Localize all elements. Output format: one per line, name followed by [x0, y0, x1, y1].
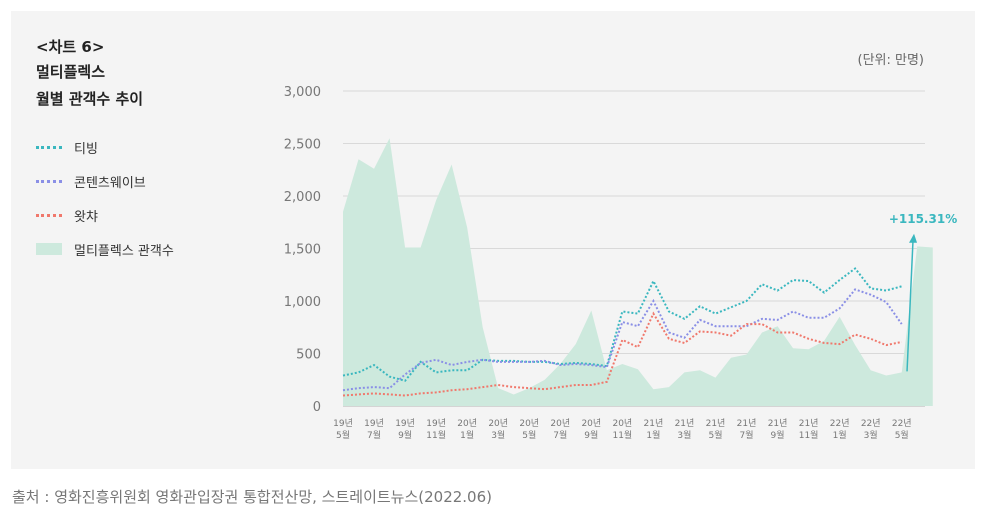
ytick-label-2500: 2,500 [284, 138, 321, 153]
legend-swatch-tving [36, 145, 62, 149]
annotation-label: +115.31% [889, 212, 957, 226]
chart-title-line-1: 멀티플렉스 [36, 63, 106, 81]
legend-label-multiplex: 멀티플렉스 관객수 [74, 243, 174, 259]
xtick-label-17: 22년 3월 [861, 418, 881, 441]
xtick-label-13: 21년 7월 [737, 418, 757, 441]
legend-item-multiplex: 멀티플렉스 관객수 [36, 239, 174, 259]
ytick-label-1500: 1,500 [284, 243, 321, 258]
xtick-label-8: 20년 9월 [581, 418, 601, 441]
legend-item-watcha: 왓챠 [36, 205, 98, 225]
xtick-label-15: 21년 11월 [799, 418, 819, 441]
legend-label-tving: 티빙 [74, 141, 98, 157]
xtick-label-10: 21년 1월 [644, 418, 664, 441]
legend-label-watcha: 왓챠 [74, 209, 98, 225]
xtick-label-0: 19년 5월 [333, 418, 353, 441]
ytick-label-500: 500 [296, 348, 321, 363]
legend-swatch-watcha [36, 213, 62, 217]
line-watcha [342, 311, 902, 397]
xtick-label-7: 20년 7월 [550, 418, 570, 441]
ytick-label-3000: 3,000 [284, 85, 321, 100]
legend-label-wavve: 콘텐츠웨이브 [74, 175, 146, 191]
xtick-label-2: 19년 9월 [395, 418, 415, 441]
source-note: 출처 : 영화진흥위원회 영화관입장권 통합전산망, 스트레이트뉴스(2022.… [12, 488, 492, 506]
annotation-arrow-head [909, 233, 918, 243]
legend-swatch-multiplex [36, 243, 62, 255]
xtick-label-1: 19년 7월 [364, 418, 384, 441]
xtick-label-9: 20년 11월 [612, 418, 632, 441]
xtick-label-18: 22년 5월 [892, 418, 912, 441]
xtick-label-5: 20년 3월 [488, 418, 508, 441]
xtick-label-16: 22년 1월 [830, 418, 850, 441]
xtick-label-12: 21년 5월 [706, 418, 726, 441]
annotation-arrow-line [906, 239, 914, 372]
ytick-label-1000: 1,000 [284, 295, 321, 310]
ytick-label-2000: 2,000 [284, 190, 321, 205]
legend-item-wavve: 콘텐츠웨이브 [36, 171, 146, 191]
unit-label: (단위: 만명) [857, 53, 925, 68]
chart-title-line-2: 월별 관객수 추이 [36, 90, 144, 108]
xtick-label-3: 19년 11월 [426, 418, 446, 441]
ytick-label-0: 0 [313, 400, 321, 415]
xtick-label-6: 20년 5월 [519, 418, 539, 441]
xtick-label-4: 20년 1월 [457, 418, 477, 441]
legend-swatch-wavve [36, 179, 62, 183]
area-multiplex [343, 138, 933, 406]
xtick-label-11: 21년 3월 [675, 418, 695, 441]
xtick-label-14: 21년 9월 [768, 418, 788, 441]
legend-item-tving: 티빙 [36, 137, 98, 157]
chart-number-title: <차트 6> [36, 38, 105, 56]
